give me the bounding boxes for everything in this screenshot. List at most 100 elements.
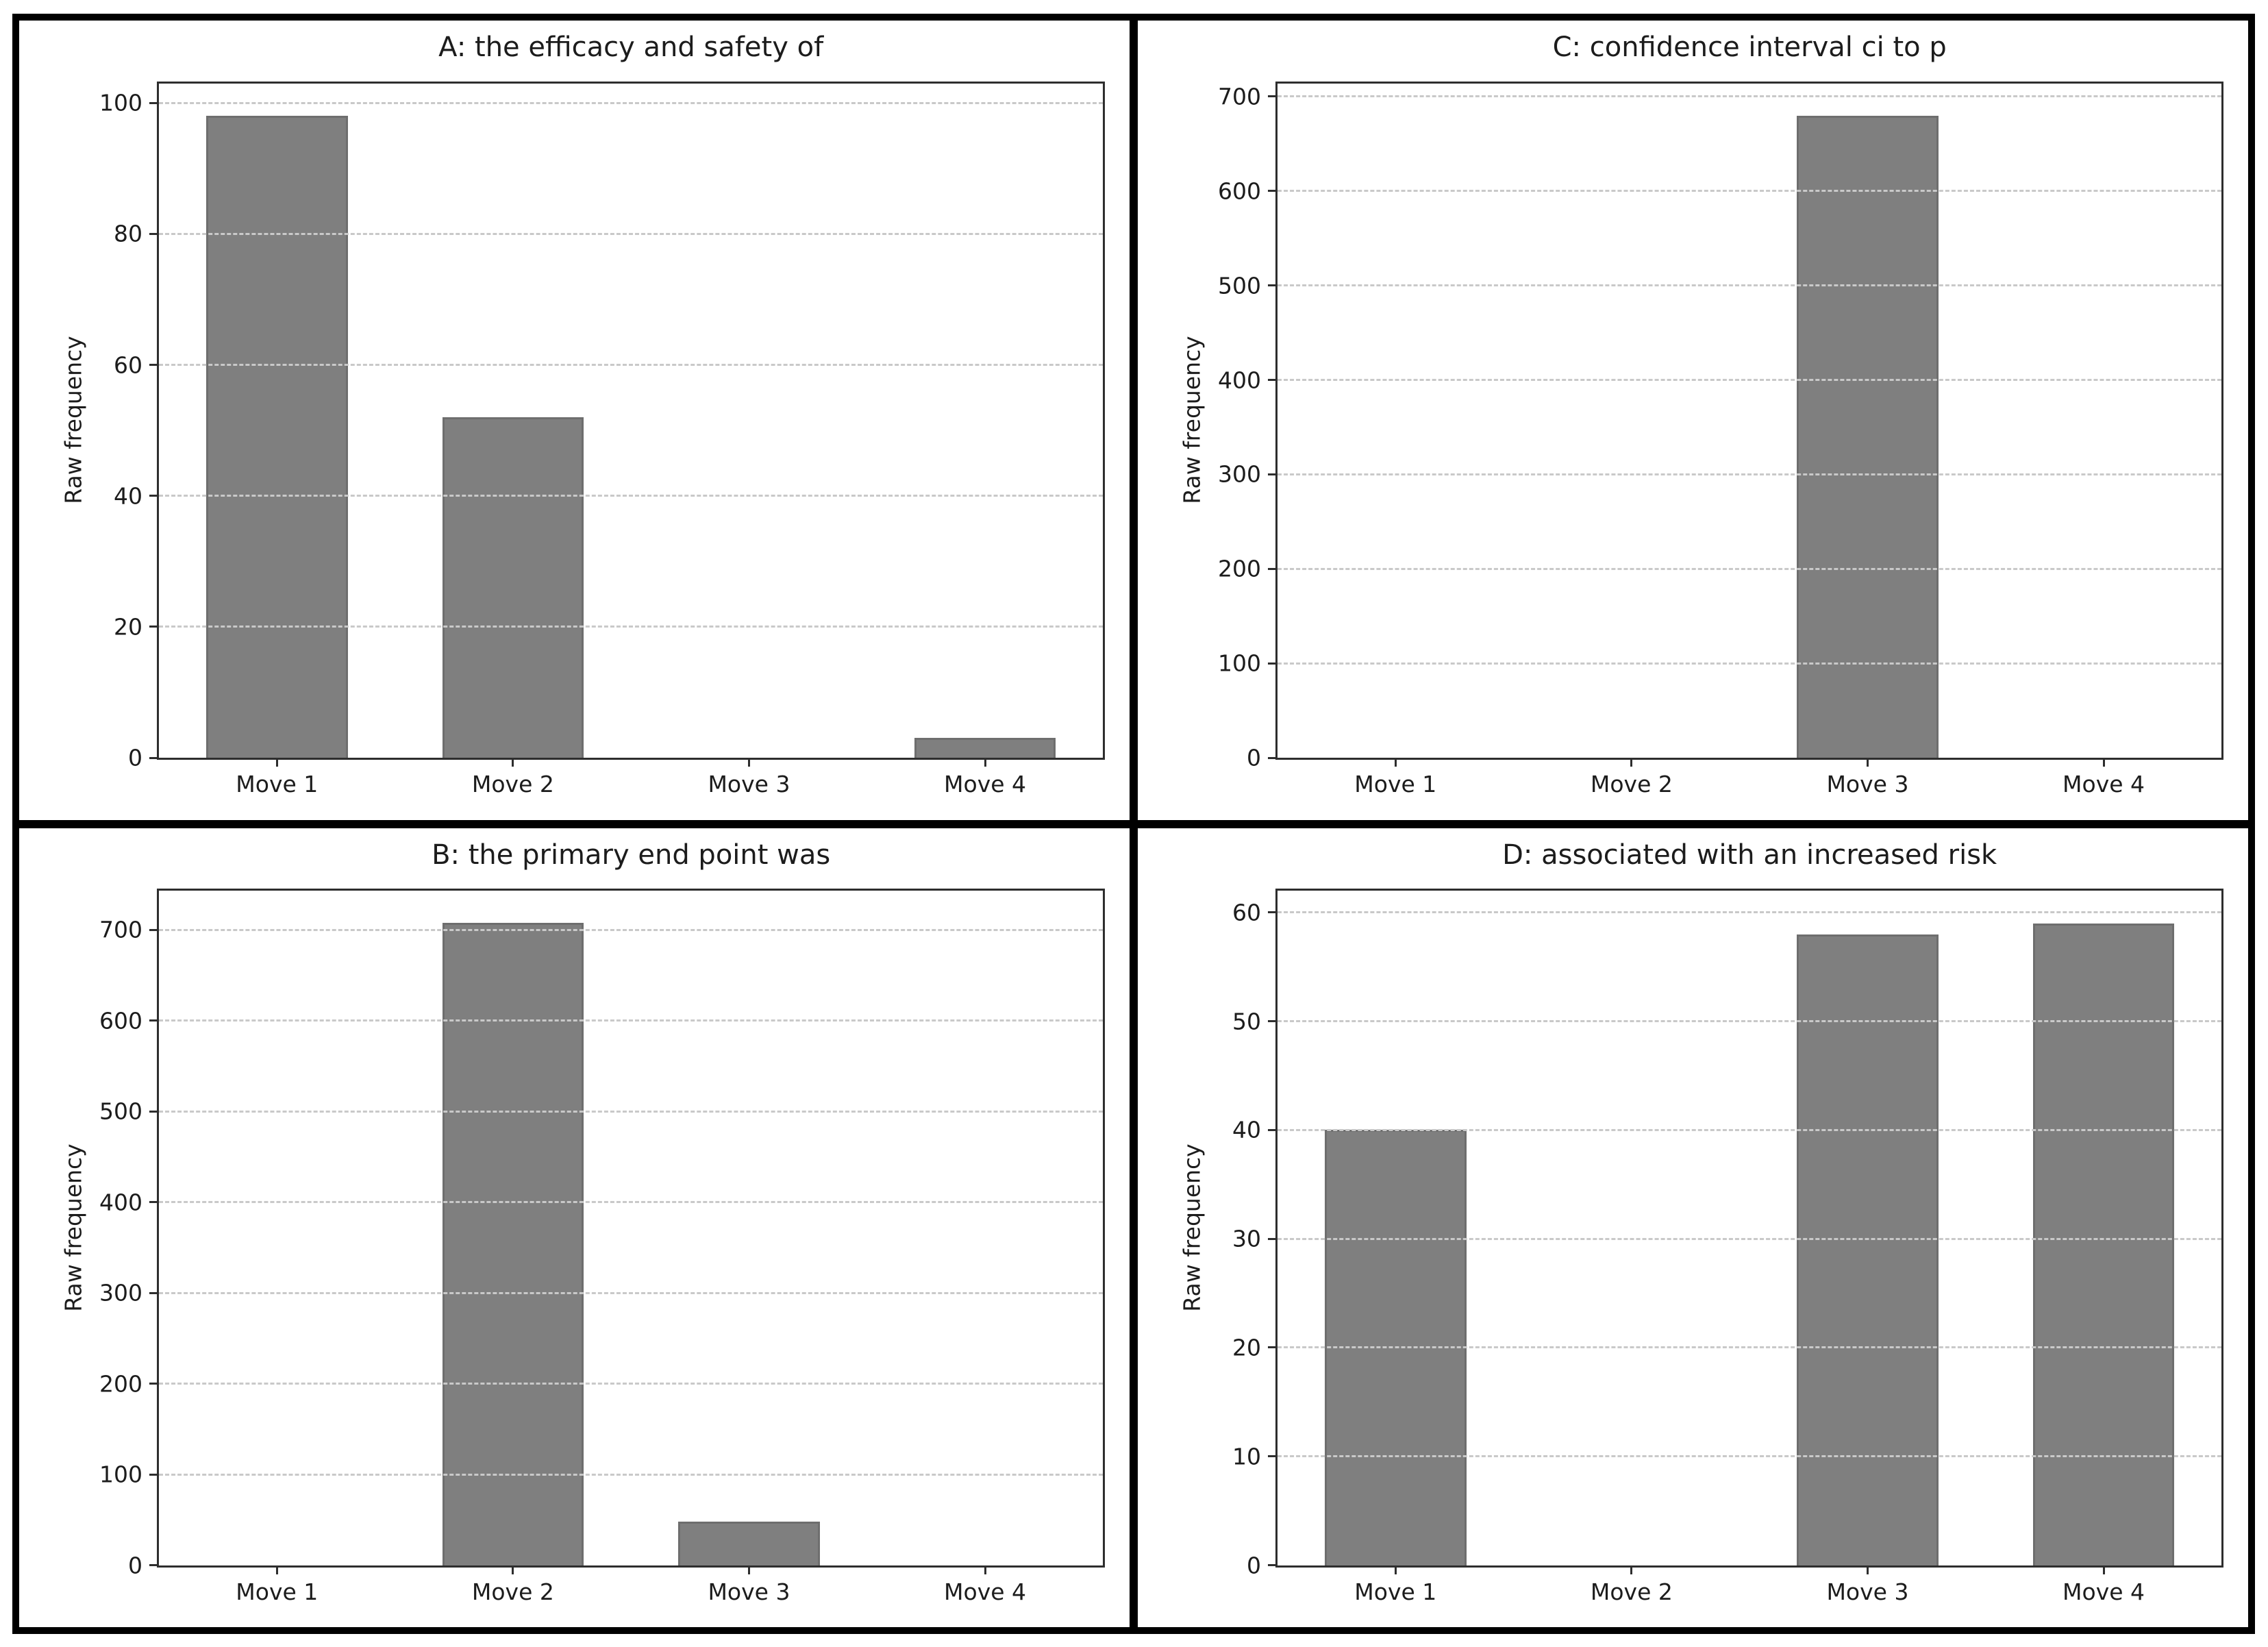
gridline-y-200 (159, 1383, 1104, 1385)
y-axis-label: Raw frequency (60, 1143, 87, 1312)
x-tick-label-move-1: Move 1 (1354, 1578, 1437, 1605)
gridline-y-100 (159, 1473, 1104, 1476)
y-tick-label: 0 (128, 744, 142, 771)
bar-move-2 (442, 922, 584, 1565)
y-tick-label: 30 (1232, 1225, 1261, 1252)
y-tick-mark (149, 364, 159, 367)
y-tick-label: 300 (1218, 460, 1261, 488)
gridline-y-300 (159, 1291, 1104, 1294)
x-tick-label-move-4: Move 4 (2063, 771, 2145, 798)
x-tick-mark (1866, 1565, 1869, 1574)
bar-move-1 (205, 116, 348, 758)
x-tick-label-move-1: Move 1 (236, 771, 319, 798)
chart-panel-a: A: the efficacy and safety of Raw freque… (19, 21, 1130, 820)
gridline-y-10 (1278, 1455, 2222, 1458)
x-tick-label-move-3: Move 3 (708, 771, 790, 798)
x-tick-label-move-2: Move 2 (1590, 771, 1673, 798)
x-tick-label-move-4: Move 4 (944, 771, 1027, 798)
y-tick-label: 50 (1232, 1008, 1261, 1035)
y-axis-label: Raw frequency (1178, 1143, 1206, 1312)
gridline-y-700 (159, 928, 1104, 931)
x-tick-mark (512, 758, 514, 767)
gridline-y-300 (1278, 473, 2222, 475)
x-tick-label-move-2: Move 2 (471, 1578, 554, 1605)
chart-title-c: C: confidence interval ci to p (1552, 32, 1947, 63)
x-tick-mark (275, 758, 278, 767)
x-tick-mark (2102, 1565, 2105, 1574)
x-tick-label-move-1: Move 1 (1354, 771, 1437, 798)
y-tick-mark (149, 1564, 159, 1567)
y-tick-label: 400 (99, 1189, 142, 1216)
y-tick-mark (1268, 379, 1278, 382)
gridline-y-600 (159, 1019, 1104, 1022)
gridline-y-100 (159, 101, 1104, 104)
y-tick-mark (1268, 662, 1278, 665)
y-tick-label: 100 (99, 89, 142, 116)
y-tick-mark (149, 1383, 159, 1385)
y-tick-label: 20 (114, 613, 142, 641)
y-tick-mark (149, 1291, 159, 1294)
y-tick-mark (1268, 1237, 1278, 1240)
y-tick-mark (1268, 1564, 1278, 1567)
gridline-y-60 (1278, 911, 2222, 914)
x-tick-mark (512, 1565, 514, 1574)
gridline-y-30 (1278, 1237, 2222, 1240)
y-tick-mark (1268, 1128, 1278, 1131)
y-tick-mark (1268, 1346, 1278, 1349)
x-tick-mark (984, 1565, 986, 1574)
y-tick-mark (149, 1110, 159, 1113)
gridline-y-40 (1278, 1128, 2222, 1131)
y-tick-mark (149, 1019, 159, 1022)
x-tick-label-move-4: Move 4 (2063, 1578, 2145, 1605)
y-tick-mark (149, 756, 159, 759)
gridline-y-500 (159, 1110, 1104, 1113)
x-tick-mark (2102, 758, 2105, 767)
x-tick-label-move-1: Move 1 (236, 1578, 319, 1605)
chart-title-b: B: the primary end point was (432, 839, 831, 871)
y-tick-mark (1268, 1455, 1278, 1458)
y-tick-mark (149, 232, 159, 235)
y-tick-mark (1268, 567, 1278, 570)
bar-move-4 (2032, 923, 2175, 1565)
bar-move-3 (678, 1521, 820, 1565)
y-tick-label: 40 (114, 482, 142, 510)
y-tick-mark (1268, 756, 1278, 759)
y-tick-label: 60 (1232, 899, 1261, 926)
x-tick-mark (275, 1565, 278, 1574)
gridline-y-80 (159, 232, 1104, 235)
x-tick-mark (1394, 758, 1397, 767)
bar-move-3 (1797, 934, 1939, 1565)
y-axis-label: Raw frequency (1178, 336, 1206, 504)
bar-move-4 (914, 738, 1056, 758)
y-tick-mark (1268, 1020, 1278, 1023)
y-tick-mark (149, 928, 159, 931)
y-tick-label: 0 (1247, 744, 1261, 771)
chart-title-a: A: the efficacy and safety of (438, 32, 824, 63)
y-tick-mark (149, 1473, 159, 1476)
gridline-y-60 (159, 364, 1104, 367)
gridline-y-400 (159, 1201, 1104, 1204)
x-tick-label-move-3: Move 3 (1826, 1578, 1909, 1605)
x-tick-mark (747, 1565, 750, 1574)
y-tick-label: 500 (99, 1098, 142, 1125)
y-tick-mark (1268, 473, 1278, 475)
y-tick-label: 600 (1218, 177, 1261, 205)
y-tick-label: 40 (1232, 1116, 1261, 1143)
plot-area-a: 0 20 40 60 80 100 Move 1 Move 2 Move 3 Move 4 (99, 81, 1106, 795)
y-tick-mark (1268, 911, 1278, 914)
plot-area-d: 0 10 20 30 40 50 60 Move 1 Move 2 Move 3 Move 4 (1232, 889, 2224, 1603)
y-tick-label: 500 (1218, 272, 1261, 299)
chart-panel-d: D: associated with an increased risk Raw… (1138, 828, 2248, 1627)
y-tick-mark (149, 495, 159, 497)
x-tick-label-move-3: Move 3 (708, 1578, 790, 1605)
gridline-y-500 (1278, 284, 2222, 287)
y-tick-mark (1268, 190, 1278, 193)
x-tick-label-move-3: Move 3 (1826, 771, 1909, 798)
x-tick-mark (1866, 758, 1869, 767)
gridline-y-50 (1278, 1020, 2222, 1023)
x-tick-label-move-2: Move 2 (471, 771, 554, 798)
y-axis-label: Raw frequency (60, 336, 87, 504)
x-tick-mark (747, 758, 750, 767)
bar-move-2 (442, 417, 584, 758)
y-tick-label: 100 (99, 1461, 142, 1488)
